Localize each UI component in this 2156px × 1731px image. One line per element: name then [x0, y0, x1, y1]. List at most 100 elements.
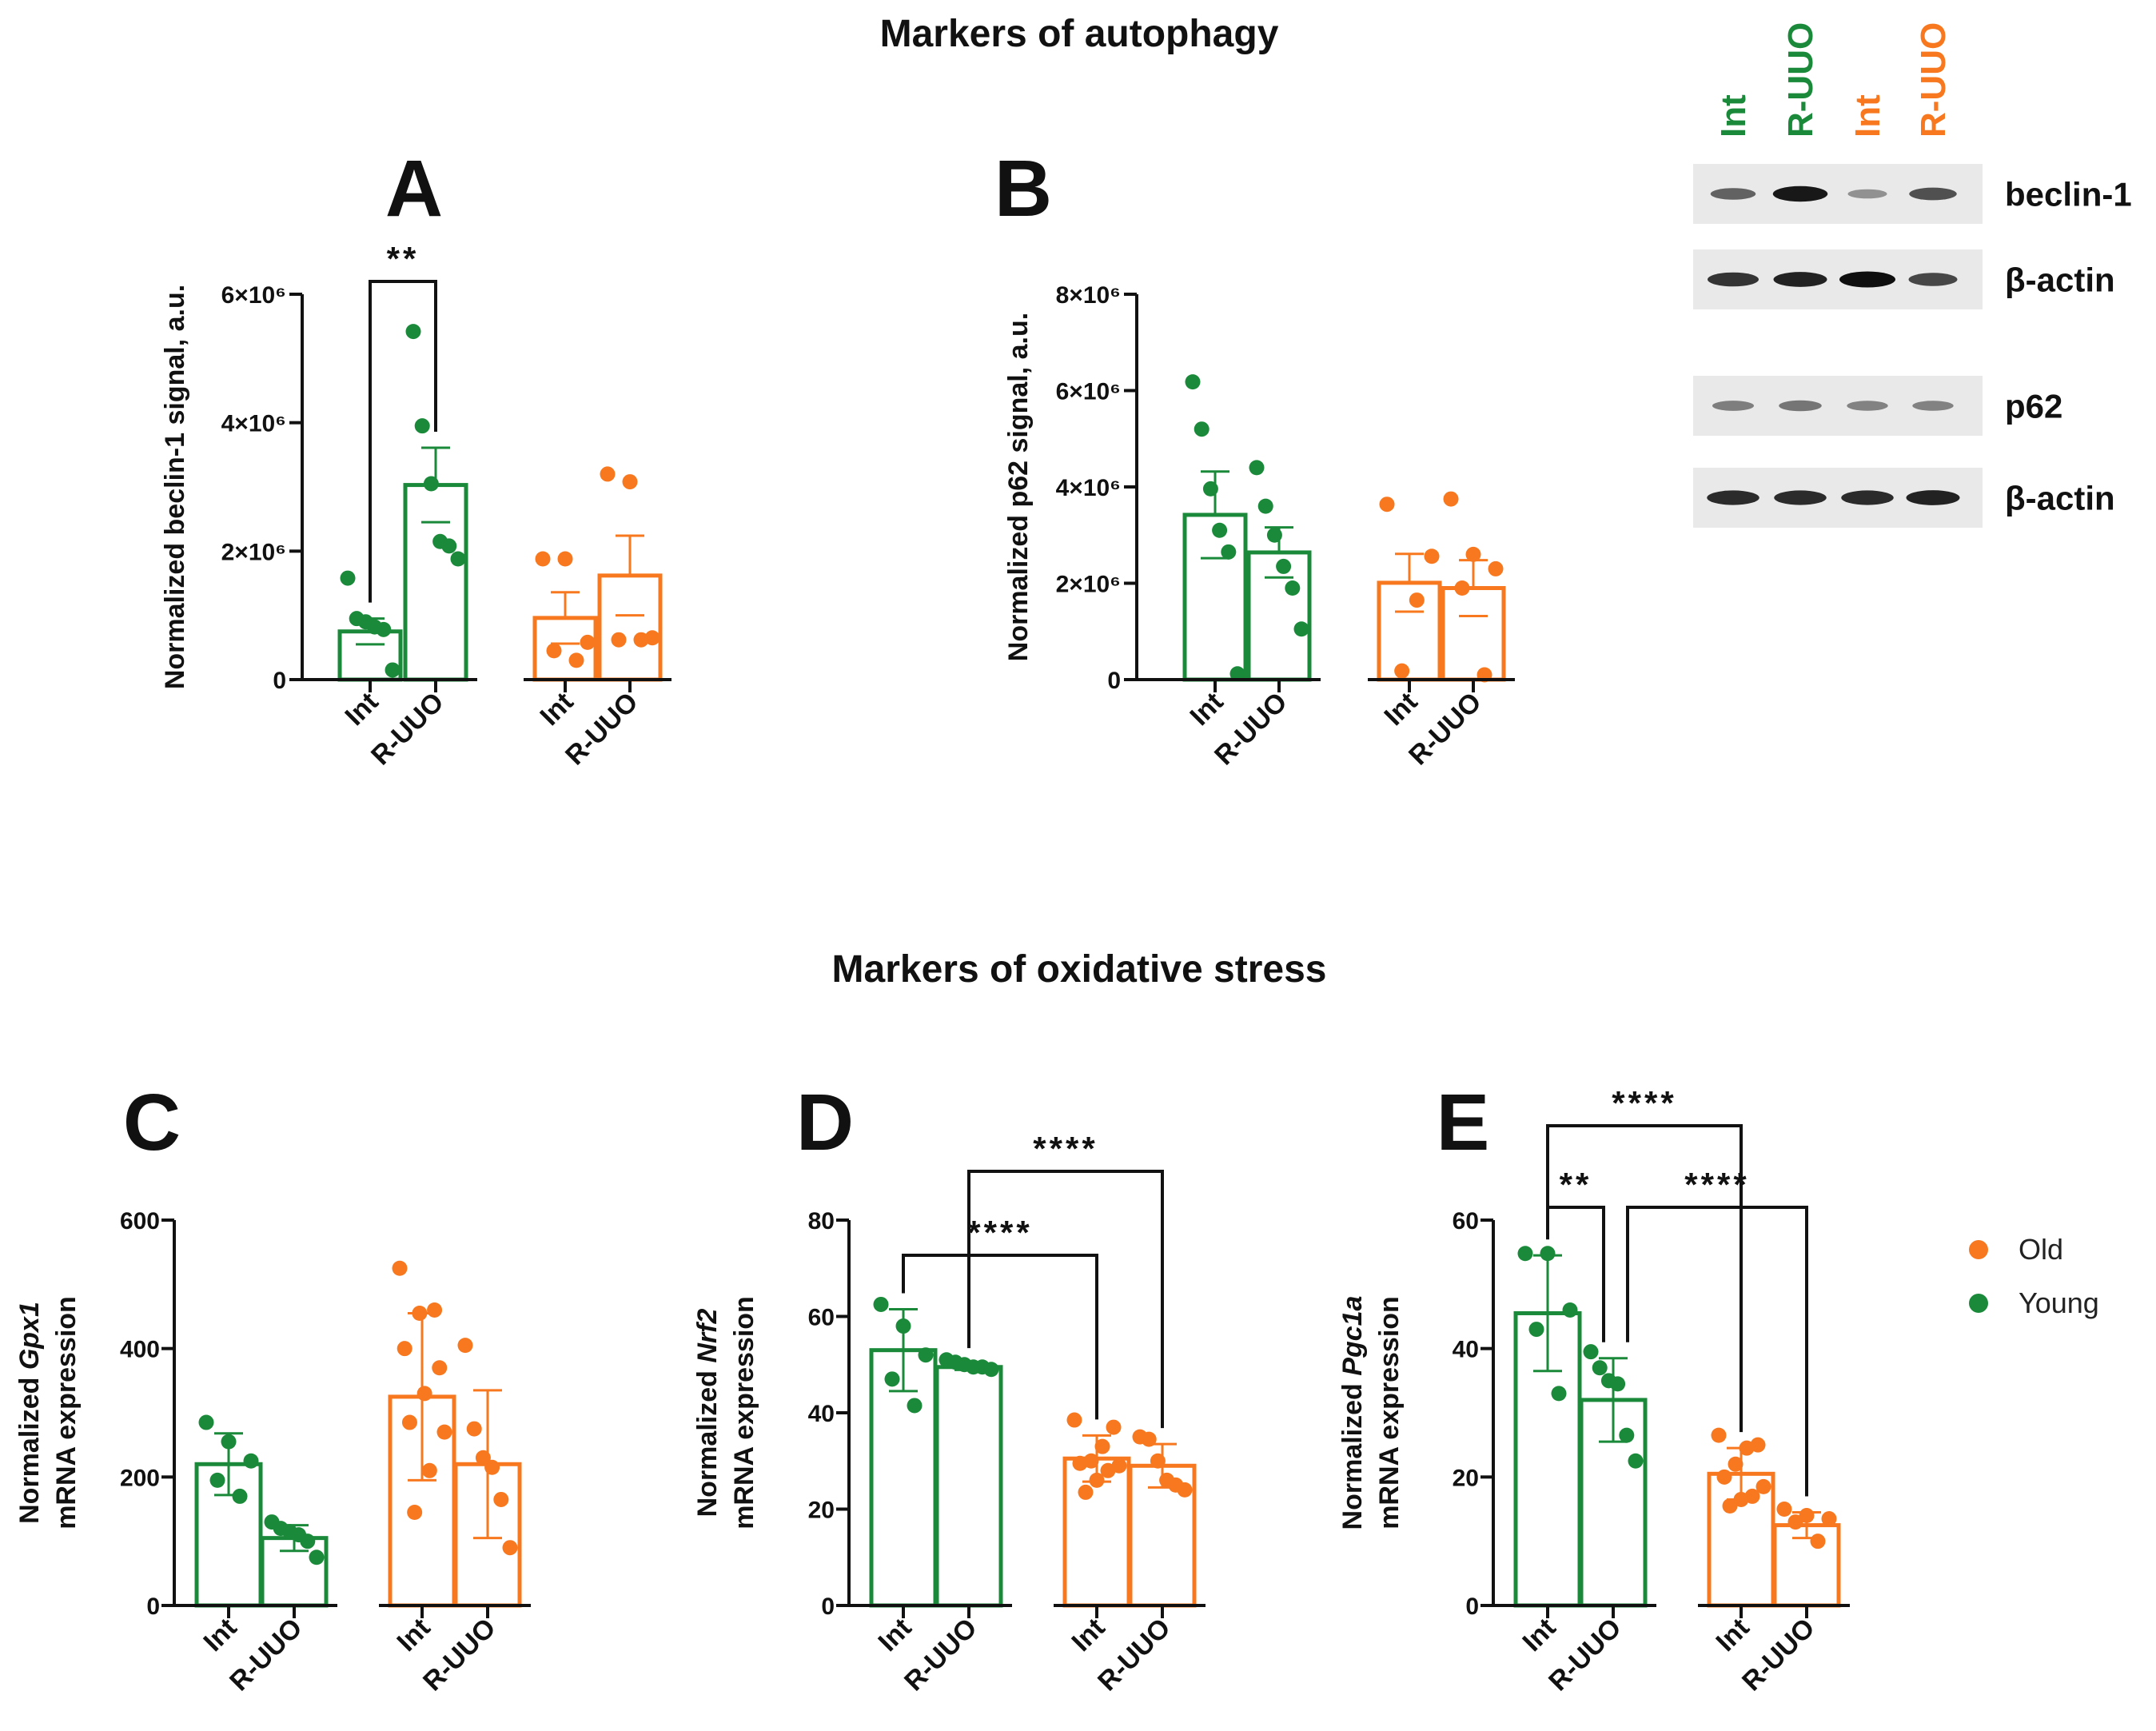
significance-label: ****	[1684, 1166, 1749, 1203]
y-axis-label-line2: mRNA expression	[51, 1296, 82, 1530]
y-tick-label: 60	[808, 1305, 835, 1331]
data-point	[1787, 1514, 1803, 1530]
data-point	[1517, 1246, 1533, 1262]
data-point	[441, 538, 457, 554]
bar	[1377, 580, 1442, 682]
blot-band	[1779, 400, 1822, 412]
data-point	[1257, 498, 1273, 514]
blot-band	[1710, 188, 1756, 200]
data-point	[421, 1462, 437, 1478]
significance-label: ****	[1033, 1130, 1098, 1167]
data-point	[1202, 481, 1218, 497]
data-point	[385, 662, 401, 678]
x-category-label: R-UUO	[899, 1613, 983, 1697]
bar	[403, 483, 468, 682]
data-point	[611, 632, 627, 648]
data-point	[309, 1550, 325, 1565]
y-tick-label: 0	[1465, 1593, 1479, 1620]
data-point	[1810, 1534, 1826, 1550]
x-category-label: R-UUO	[1736, 1613, 1821, 1697]
legend-old-marker	[1969, 1240, 1988, 1259]
y-tick-label: 2×10⁶	[1056, 572, 1121, 598]
data-point	[1229, 666, 1245, 682]
data-point	[427, 1302, 443, 1318]
data-point	[1739, 1440, 1755, 1456]
charts: A 0 2×10⁶ 4×10⁶ 6×10⁶ Normalized beclin-1 sig…	[14, 144, 1850, 1697]
blot-band	[1909, 187, 1957, 201]
data-point	[1528, 1322, 1544, 1338]
data-point	[1078, 1484, 1094, 1500]
data-point	[475, 1450, 491, 1466]
y-axis-label-gene: Pgc1a	[1337, 1296, 1368, 1376]
data-point	[198, 1414, 214, 1430]
significance-label: ****	[1612, 1084, 1676, 1122]
x-category-label: R-UUO	[417, 1613, 502, 1697]
data-point	[1249, 460, 1265, 476]
data-point	[1465, 546, 1481, 562]
panel-letter: A	[385, 144, 443, 233]
data-point	[450, 551, 466, 567]
data-point	[376, 621, 392, 637]
data-point	[457, 1338, 473, 1354]
significance-label: ****	[967, 1214, 1032, 1251]
significance-bracket	[369, 280, 437, 603]
data-point	[1733, 1491, 1749, 1507]
y-tick-label: 60	[1453, 1208, 1479, 1234]
y-tick-label: 0	[146, 1593, 160, 1620]
blot-band	[1707, 490, 1759, 505]
data-point	[1094, 1438, 1110, 1454]
blot-band	[1712, 401, 1754, 411]
x-category-label: R-UUO	[1403, 687, 1488, 772]
blot-band	[1906, 490, 1960, 505]
x-category-label: R-UUO	[365, 687, 450, 772]
data-point	[918, 1347, 934, 1363]
blot-band-label: beclin-1	[2005, 176, 2132, 213]
data-point	[1150, 1453, 1166, 1469]
data-point	[1177, 1482, 1193, 1498]
y-tick-label: 80	[808, 1208, 835, 1234]
data-point	[1562, 1302, 1578, 1318]
data-point	[884, 1371, 900, 1387]
chart-c: C 0 200 400 600 Normalized Gpx1 mRNA expressio…	[14, 1078, 531, 1697]
data-point	[1293, 621, 1309, 637]
chart-d: D 0 20 40 60 80 Normalized Nrf2 mRNA expression…	[692, 1078, 1206, 1697]
data-point	[1100, 1462, 1116, 1478]
data-point	[1266, 527, 1282, 543]
autophagy-section-title: Markers of autophagy	[880, 13, 1279, 55]
data-point	[1194, 421, 1210, 437]
y-tick-label: 0	[1107, 668, 1121, 694]
blot-band	[1912, 401, 1954, 411]
y-tick-label: 8×10⁶	[1056, 282, 1121, 309]
data-point	[1424, 548, 1440, 564]
data-point	[493, 1491, 509, 1507]
blot-band	[1839, 271, 1895, 288]
y-tick-label: 2×10⁶	[221, 539, 286, 565]
legend-young-label: Young	[2019, 1286, 2099, 1319]
data-point	[432, 1360, 448, 1376]
data-point	[535, 551, 551, 567]
panel-letter: D	[796, 1078, 854, 1167]
data-point	[580, 634, 596, 650]
data-point	[557, 551, 573, 567]
data-point	[1711, 1427, 1727, 1443]
y-axis-label: Normalized Gpx1	[14, 1302, 45, 1524]
blot-band	[1774, 490, 1827, 505]
data-point	[416, 1386, 432, 1402]
data-point	[1185, 374, 1201, 390]
x-category-label: Int	[1516, 1613, 1561, 1657]
y-tick-label: 600	[120, 1208, 160, 1234]
data-point	[1221, 544, 1237, 560]
data-point	[209, 1472, 225, 1488]
data-point	[1089, 1472, 1105, 1488]
panel-letter: C	[123, 1078, 181, 1167]
y-tick-label: 200	[120, 1465, 160, 1491]
data-point	[622, 474, 638, 490]
blot-lane-label: R-UUO	[1781, 22, 1820, 138]
y-axis-label: Normalized p62 signal, a.u.	[1003, 313, 1034, 661]
x-category-label: Int	[339, 687, 384, 732]
data-point	[1141, 1431, 1157, 1447]
data-point	[397, 1341, 412, 1357]
y-tick-label: 4×10⁶	[221, 411, 286, 437]
data-point	[633, 632, 649, 648]
